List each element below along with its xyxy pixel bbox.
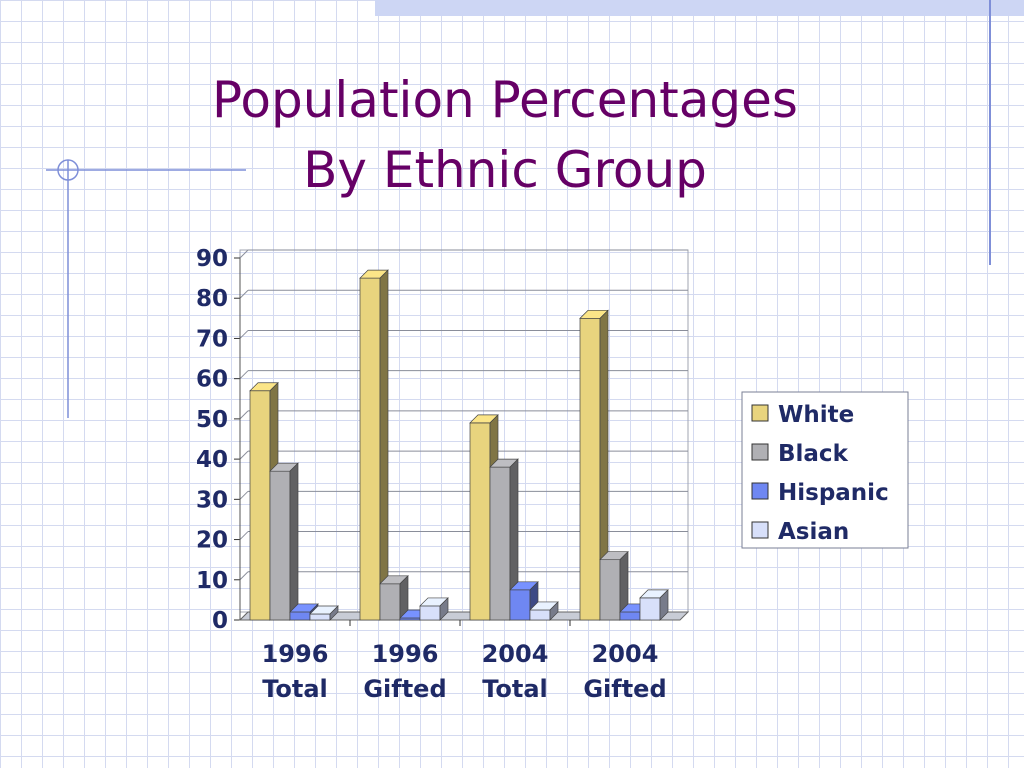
x-tick-label-group: Gifted (363, 675, 446, 703)
y-tick-label: 0 (212, 608, 228, 634)
legend-swatch-white (751, 404, 769, 422)
bar-asian (309, 613, 331, 621)
bar-white (579, 317, 601, 621)
bar-hispanic (289, 611, 311, 621)
y-tick-label: 40 (196, 447, 228, 473)
gridline-depth (239, 410, 249, 420)
bar-side-black (289, 462, 299, 621)
y-tick-label: 90 (196, 246, 228, 272)
legend-label-black: Black (778, 441, 849, 467)
bar-black (379, 583, 401, 621)
y-tick-label: 10 (196, 568, 228, 594)
legend-swatch-hispanic (751, 482, 769, 500)
x-tick-label-year: 2004 (592, 640, 659, 668)
y-tick-label: 20 (196, 528, 228, 554)
bar-asian (419, 605, 441, 621)
bar-white (359, 277, 381, 621)
y-tick-label: 30 (196, 487, 228, 513)
top-right-band (375, 0, 1024, 16)
gridline-depth (239, 330, 249, 339)
legend-label-hispanic: Hispanic (778, 480, 889, 506)
bar-black (599, 559, 621, 621)
bar-side-asian (659, 589, 669, 621)
gridline-depth (239, 249, 249, 259)
x-tick-label-group: Gifted (583, 675, 666, 703)
y-tick-label: 60 (196, 367, 228, 393)
bar-side-asian (439, 597, 449, 621)
gridline-depth (239, 450, 249, 460)
page-title-line-2: By Ethnic Group (303, 141, 707, 199)
legend-swatch-black (751, 443, 769, 461)
y-tick-label: 50 (196, 407, 228, 433)
y-tick-label: 70 (196, 326, 228, 352)
x-tick-label-year: 1996 (372, 640, 439, 668)
bar-side-asian (329, 605, 339, 621)
bar-white (249, 390, 271, 621)
gridline-depth (239, 289, 249, 299)
bar-asian (639, 597, 661, 621)
gridline-depth (239, 531, 249, 540)
legend-swatch-asian (751, 521, 769, 539)
bar-asian (529, 609, 551, 621)
legend-label-white: White (778, 402, 854, 428)
gridline-depth (239, 571, 249, 581)
bar-hispanic (509, 589, 531, 621)
bar-white (469, 422, 491, 621)
bar-black (489, 466, 511, 621)
gridline-depth (239, 490, 249, 500)
bar-hispanic (619, 611, 641, 621)
x-tick-label-group: Total (262, 675, 328, 703)
y-tick-label: 80 (196, 286, 228, 312)
gridline-depth (239, 370, 249, 380)
x-tick-label-year: 2004 (482, 640, 549, 668)
bar-side-white (379, 269, 389, 621)
accent-circle (57, 159, 79, 181)
bar-black (269, 470, 291, 621)
bar-side-asian (549, 601, 559, 621)
legend-label-asian: Asian (778, 519, 849, 545)
page-title-line-1: Population Percentages (212, 71, 798, 129)
legend (741, 391, 909, 549)
x-tick-label-year: 1996 (262, 640, 329, 668)
x-tick-label-group: Total (482, 675, 548, 703)
